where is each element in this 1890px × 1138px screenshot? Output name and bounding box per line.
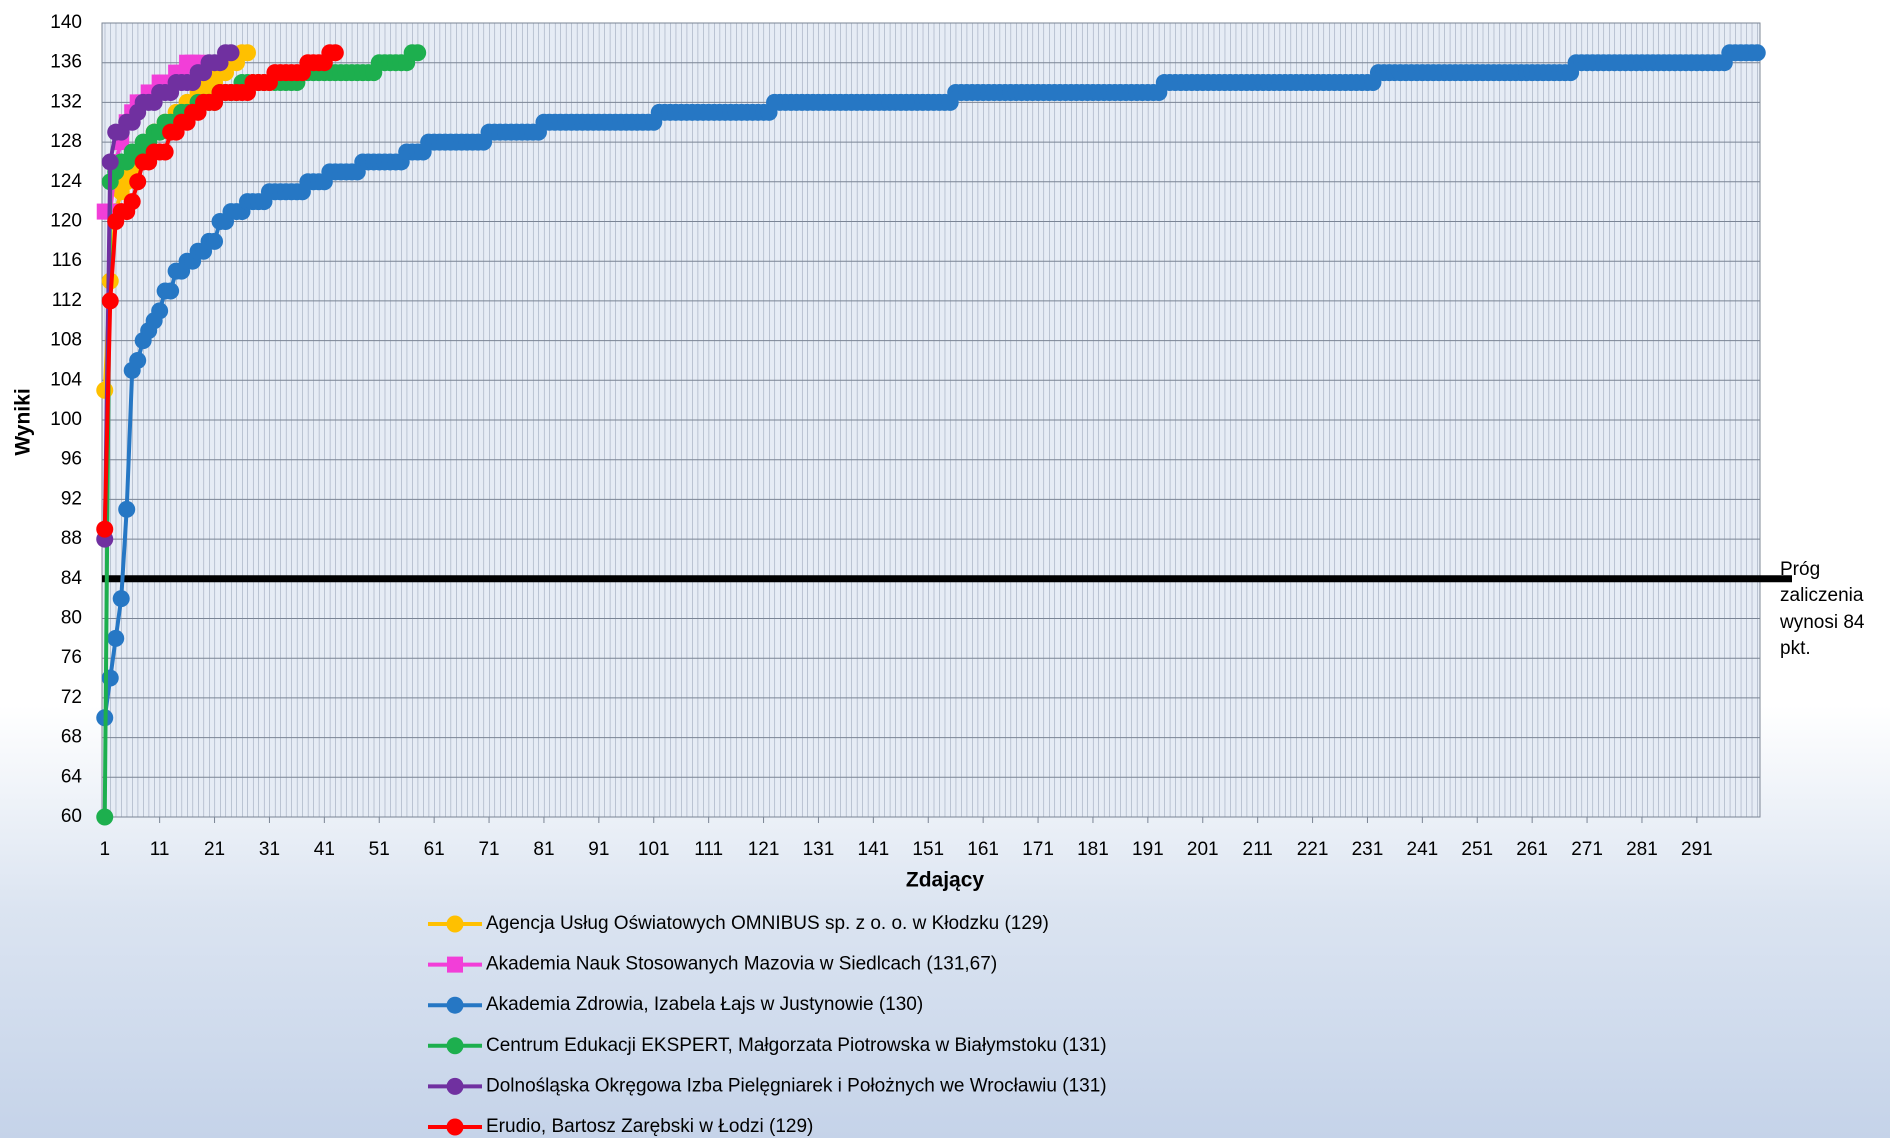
legend-label: Dolnośląska Okręgowa Izba Pielęgniarek i… [486, 1075, 1107, 1096]
legend-marker [446, 915, 464, 933]
y-tick-label: 80 [61, 608, 82, 629]
x-tick-label: 11 [150, 839, 170, 860]
legend-label: Agencja Usług Oświatowych OMNIBUS sp. z … [486, 913, 1049, 934]
marker [409, 44, 427, 62]
marker [238, 44, 256, 62]
legend-marker [447, 956, 463, 973]
marker [112, 590, 130, 608]
x-tick-label: 211 [1243, 839, 1273, 860]
y-tick-label: 112 [52, 290, 82, 311]
x-tick-label: 21 [204, 839, 225, 860]
marker [101, 153, 119, 171]
x-tick-label: 151 [912, 839, 944, 860]
y-tick-label: 60 [61, 806, 82, 827]
marker [107, 629, 125, 647]
marker [101, 292, 119, 310]
marker [222, 44, 240, 62]
x-axis-label: Zdający [906, 869, 985, 892]
marker [1748, 44, 1766, 62]
legend-marker [446, 1077, 464, 1095]
y-tick-label: 100 [50, 409, 82, 430]
legend-marker [446, 1118, 464, 1136]
x-tick-label: 81 [533, 839, 554, 860]
x-tick-label: 271 [1571, 839, 1603, 860]
y-tick-label: 64 [61, 766, 83, 787]
series [96, 44, 344, 538]
marker [206, 232, 224, 250]
series [96, 44, 1766, 727]
marker [123, 193, 141, 211]
legend-label: Akademia Nauk Stosowanych Mazovia w Sied… [486, 954, 997, 975]
x-tick-label: 41 [314, 839, 335, 860]
threshold-label: Próg zaliczenia wynosi 84 pkt. [1780, 558, 1865, 660]
legend-marker [446, 996, 464, 1014]
y-tick-label: 136 [50, 52, 82, 73]
marker [156, 143, 174, 161]
x-tick-label: 31 [259, 839, 280, 860]
marker [129, 173, 147, 191]
y-tick-label: 104 [50, 369, 82, 390]
marker [96, 520, 114, 538]
y-tick-label: 84 [61, 568, 83, 589]
y-tick-label: 108 [50, 330, 82, 351]
marker [96, 808, 114, 826]
x-tick-label: 161 [967, 839, 999, 860]
y-tick-label: 68 [61, 727, 82, 748]
y-tick-label: 140 [50, 12, 82, 33]
y-tick-label: 132 [50, 91, 82, 112]
x-tick-label: 201 [1187, 839, 1219, 860]
marker [129, 351, 147, 369]
x-tick-label: 1 [99, 839, 110, 860]
x-tick-label: 261 [1516, 839, 1548, 860]
marker [118, 500, 136, 518]
y-tick-label: 120 [50, 211, 82, 232]
x-tick-label: 101 [638, 839, 670, 860]
y-tick-label: 92 [61, 488, 82, 509]
y-tick-label: 88 [61, 528, 82, 549]
x-tick-label: 171 [1022, 839, 1054, 860]
marker [162, 282, 180, 300]
y-tick-label: 76 [61, 647, 82, 668]
x-tick-label: 61 [424, 839, 445, 860]
legend-marker [446, 1037, 464, 1055]
x-tick-label: 51 [369, 839, 390, 860]
x-tick-label: 251 [1461, 839, 1493, 860]
x-tick-label: 281 [1626, 839, 1658, 860]
marker [151, 302, 169, 320]
x-tick-label: 141 [858, 839, 890, 860]
x-tick-label: 221 [1297, 839, 1329, 860]
x-tick-label: 121 [748, 839, 780, 860]
x-tick-label: 241 [1407, 839, 1439, 860]
marker [326, 44, 344, 62]
legend-label: Erudio, Bartosz Zarębski w Łodzi (129) [486, 1116, 813, 1137]
y-axis-label: Wyniki [12, 388, 35, 455]
x-tick-label: 191 [1132, 839, 1164, 860]
legend-label: Centrum Edukacji EKSPERT, Małgorzata Pio… [486, 1035, 1107, 1056]
y-tick-label: 116 [52, 250, 82, 271]
legend-label: Akademia Zdrowia, Izabela Łajs w Justyno… [486, 994, 923, 1015]
x-tick-label: 291 [1681, 839, 1713, 860]
x-tick-label: 231 [1352, 839, 1384, 860]
y-tick-label: 72 [61, 687, 82, 708]
marker [96, 381, 114, 399]
y-tick-label: 124 [50, 171, 82, 192]
x-tick-label: 71 [478, 839, 499, 860]
x-tick-label: 181 [1077, 839, 1109, 860]
x-tick-label: 91 [588, 839, 609, 860]
y-tick-label: 128 [50, 131, 82, 152]
x-tick-label: 111 [694, 839, 723, 860]
y-tick-label: 96 [61, 449, 82, 470]
x-tick-label: 131 [803, 839, 835, 860]
